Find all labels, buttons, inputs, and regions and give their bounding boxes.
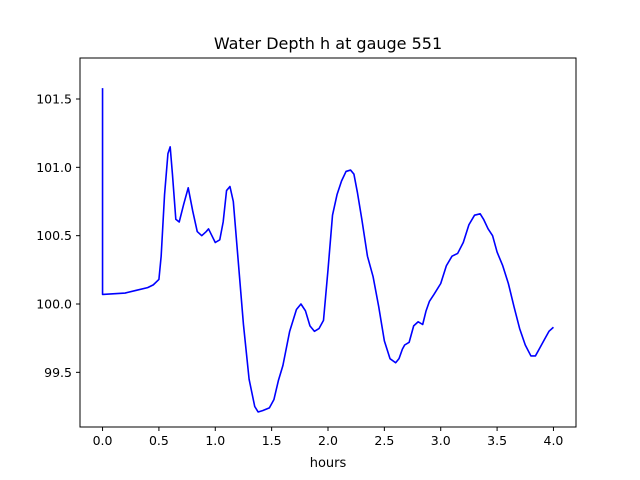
y-tick-label: 100.5	[36, 228, 72, 243]
x-tick-label: 2.5	[374, 433, 394, 448]
x-tick-label: 2.0	[318, 433, 338, 448]
y-axis-ticks: 99.5 100.0 100.5 101.0 101.5	[36, 92, 80, 380]
x-tick-label: 0.5	[149, 433, 169, 448]
series-line-0	[101, 88, 554, 413]
x-tick-label: 3.5	[487, 433, 507, 448]
chart-title: Water Depth h at gauge 551	[214, 34, 442, 53]
x-tick-label: 1.5	[262, 433, 282, 448]
y-tick-label: 101.5	[36, 92, 72, 107]
x-tick-label: 3.0	[431, 433, 451, 448]
x-tick-label: 0.0	[93, 433, 113, 448]
x-axis-ticks: 0.0 0.5 1.0 1.5 2.0 2.5 3.0 3.5 4.0	[93, 427, 564, 448]
x-axis-label: hours	[310, 456, 347, 471]
y-tick-label: 99.5	[44, 365, 72, 380]
x-tick-label: 1.0	[205, 433, 225, 448]
y-tick-label: 101.0	[36, 160, 72, 175]
plot-area	[101, 88, 554, 413]
y-tick-label: 100.0	[36, 297, 72, 312]
x-tick-label: 4.0	[544, 433, 564, 448]
